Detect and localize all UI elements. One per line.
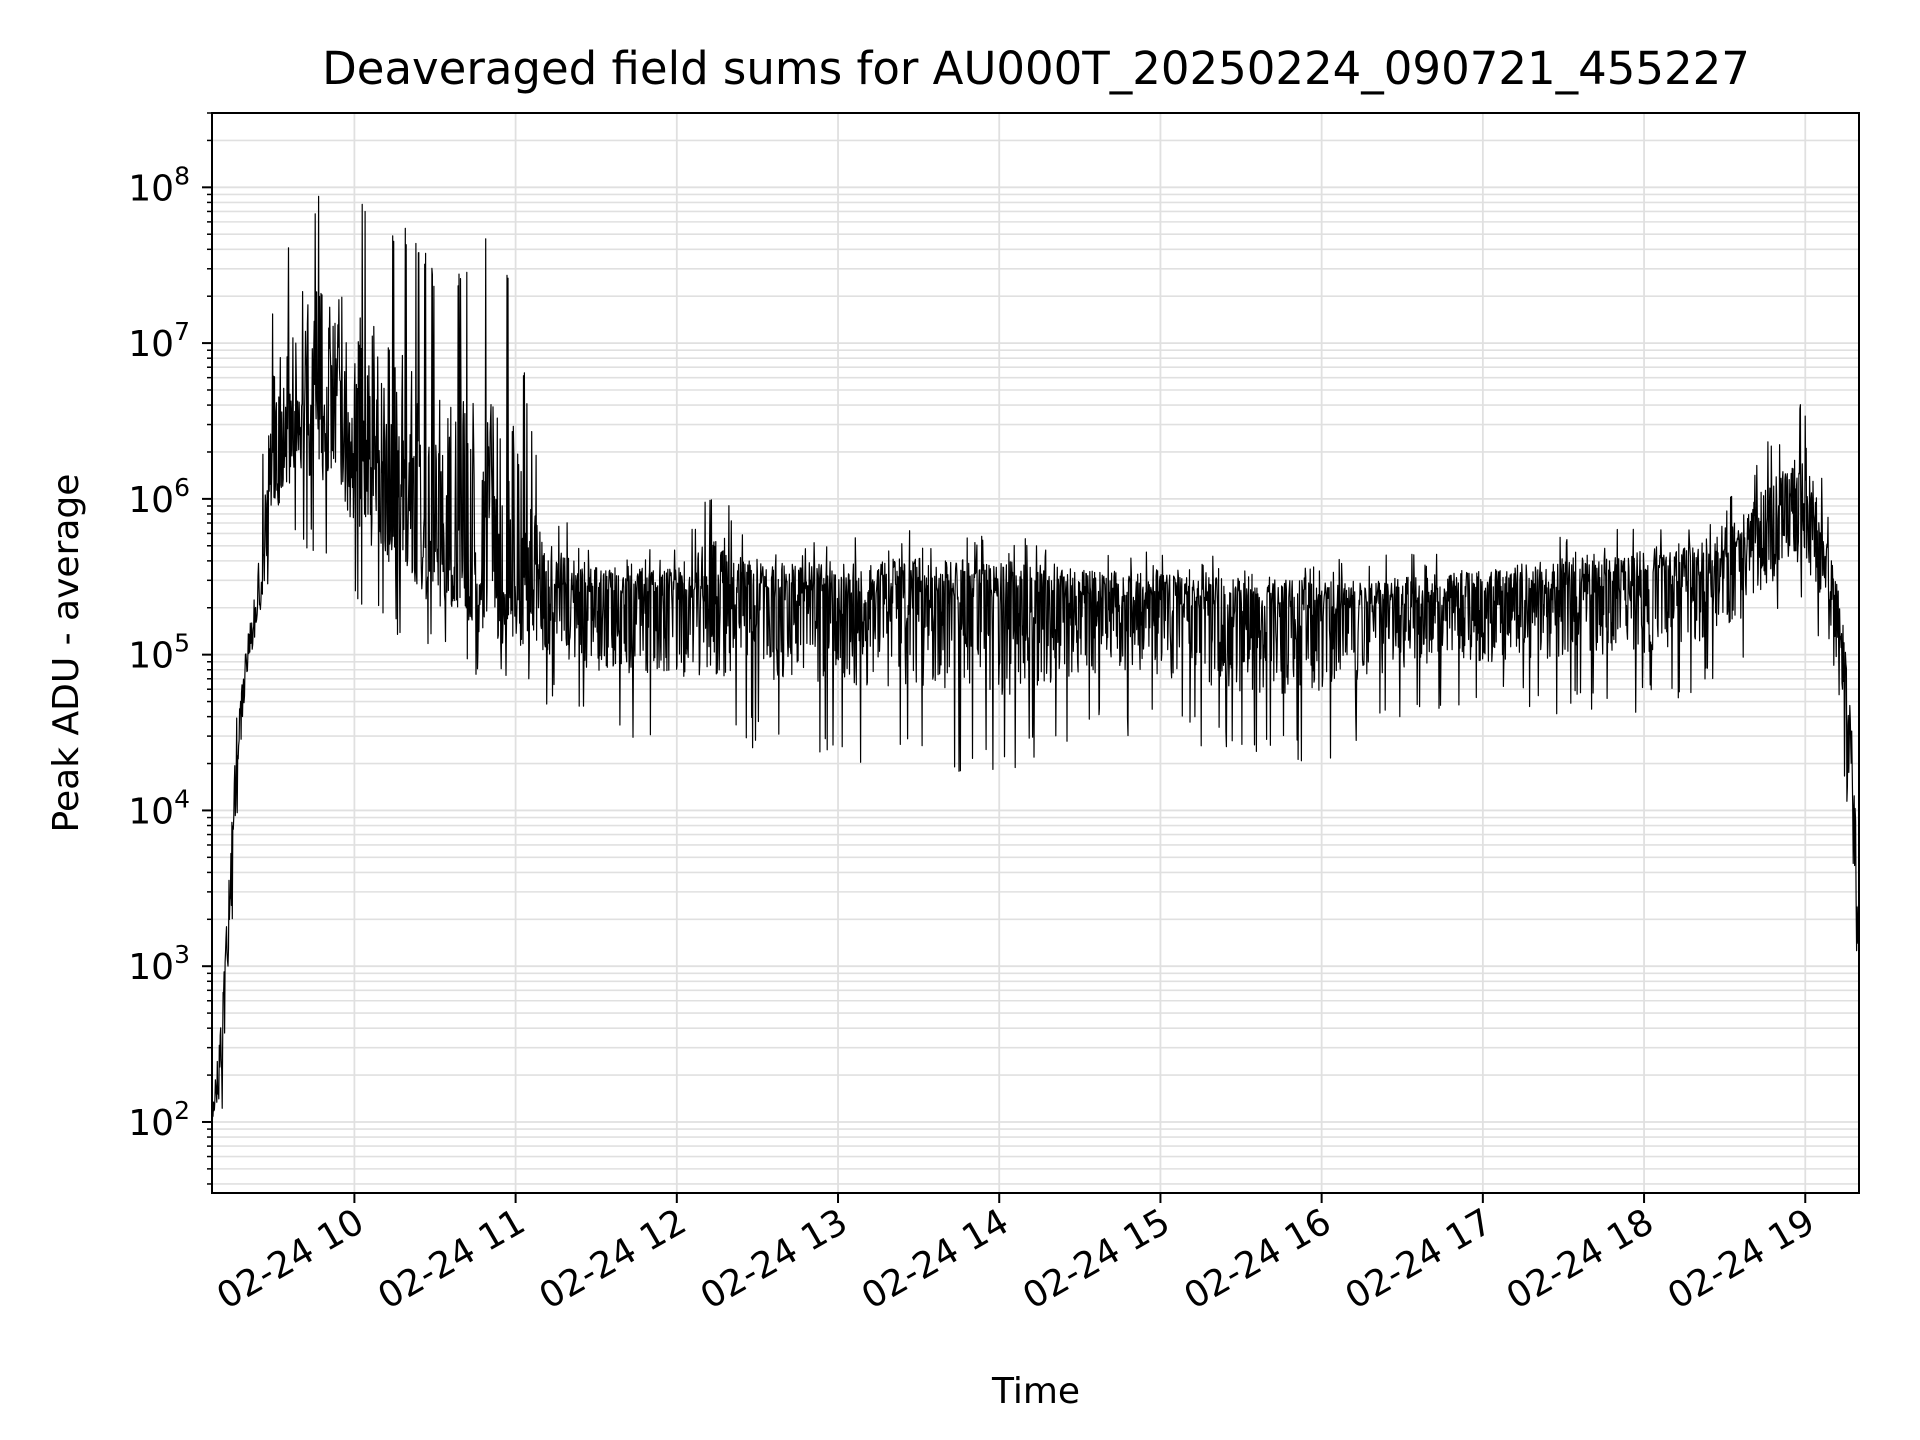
y-tick-label: 102 (128, 1096, 190, 1144)
series-line (211, 195, 1860, 1138)
y-axis: 102 103 104 105 106 107 108 (128, 112, 212, 1185)
y-tick-label: 107 (128, 317, 190, 365)
y-tick-label: 108 (128, 161, 190, 209)
y-axis-label: Peak ADU - average (46, 474, 87, 833)
plot-area-frame (211, 112, 1860, 1194)
y-tick-label: 103 (128, 940, 190, 988)
y-tick-label: 104 (128, 784, 190, 832)
y-tick-label: 105 (128, 629, 190, 677)
grid-lines (212, 112, 1859, 1193)
x-axis-label: Time (991, 1371, 1080, 1412)
chart-title: Deaveraged field sums for AU000T_2025022… (322, 42, 1750, 95)
data-series-line (211, 195, 1860, 1138)
y-tick-label: 106 (128, 473, 190, 521)
